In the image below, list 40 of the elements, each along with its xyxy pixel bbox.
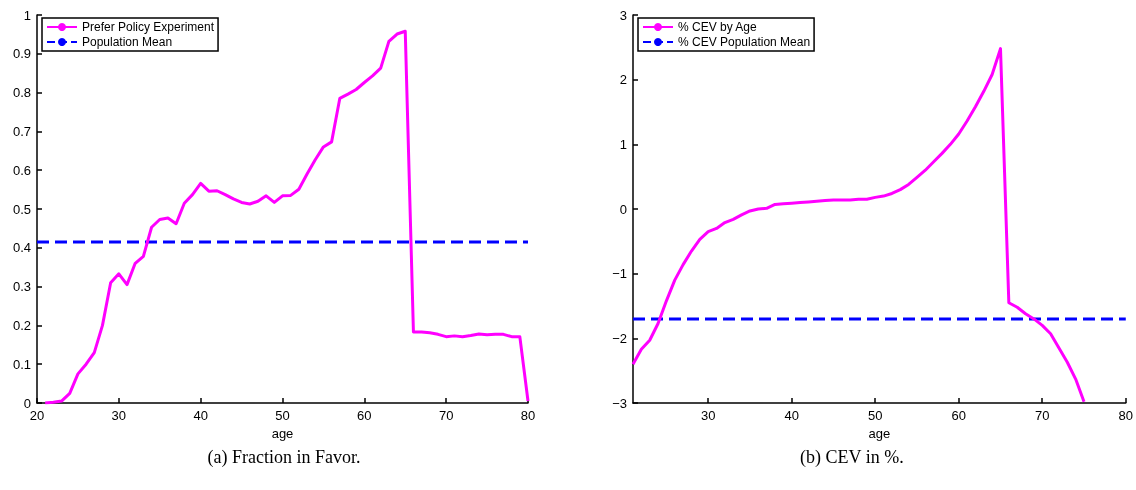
y-tick-label: 0.9 (12, 46, 31, 62)
y-tick-label: −2 (612, 330, 627, 346)
x-tick-label: 50 (275, 408, 290, 423)
x-tick-label: 70 (1035, 408, 1050, 423)
y-tick-label: 0.3 (12, 279, 31, 295)
text: (b) CEV in %. (800, 447, 904, 468)
x-tick-label: 30 (700, 408, 716, 423)
legend-label: % CEV Population Mean (678, 35, 811, 49)
legend-label: % CEV by Age (678, 20, 758, 34)
x-tick-label: 20 (29, 408, 45, 423)
y-tick-label: 0.2 (12, 317, 31, 333)
y-tick-label: 0.7 (12, 123, 31, 139)
x-tick-label: 40 (193, 408, 208, 423)
y-tick-label: 0 (619, 201, 627, 217)
y-tick-label: 0 (23, 395, 31, 411)
x-axis-title: age (271, 425, 294, 441)
y-tick-label: 0.5 (12, 201, 31, 217)
x-tick-label: 80 (1118, 408, 1133, 423)
x-tick-label: 60 (357, 408, 372, 423)
x-tick-label: 70 (438, 408, 454, 423)
y-tick-label: 0.1 (12, 356, 31, 372)
y-tick-label: 1 (23, 7, 31, 23)
text: (a) Fraction in Favor. (207, 447, 361, 468)
y-tick-label: −3 (612, 395, 627, 411)
y-tick-label: 3 (619, 7, 627, 23)
y-tick-label: 1 (619, 136, 627, 152)
y-tick-label: 0.6 (12, 162, 31, 178)
line-series (631, 47, 1086, 404)
y-tick-label: 2 (619, 72, 627, 88)
x-tick-label: 50 (867, 408, 883, 423)
y-tick-label: 0.8 (12, 85, 31, 101)
x-tick-label: 30 (111, 408, 127, 423)
legend-label: Population Mean (82, 35, 173, 49)
x-tick-label: 40 (784, 408, 799, 423)
y-tick-label: −1 (612, 266, 627, 282)
x-tick-label: 60 (951, 408, 966, 423)
x-tick-label: 80 (520, 408, 536, 423)
y-tick-label: 0.4 (12, 240, 31, 256)
legend-label: Prefer Policy Experiment (82, 20, 215, 34)
x-axis-title: age (868, 425, 891, 441)
